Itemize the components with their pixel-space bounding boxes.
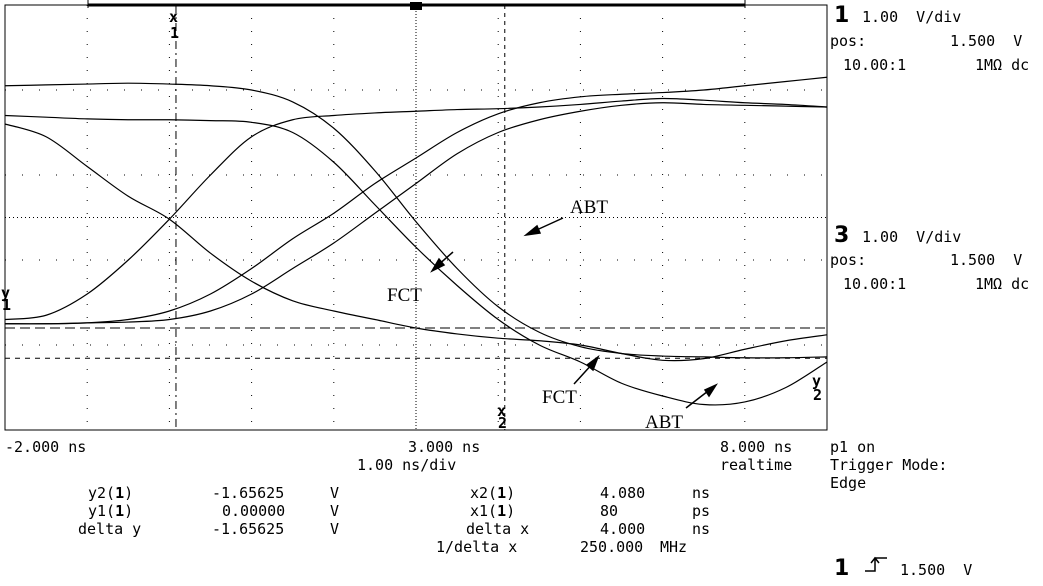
p1-status: p1 on — [830, 438, 875, 456]
timebase-label: 1.00 ns/div — [357, 456, 456, 474]
y1-meas-value: 0.00000 — [222, 502, 285, 520]
ch3-probe: 10.00:1 — [843, 275, 906, 293]
x-tick-left: -2.000 ns — [5, 438, 86, 456]
ch1-probe: 10.00:1 — [843, 56, 906, 74]
delta-y-unit: V — [330, 520, 339, 538]
waveform-trace-4 — [4, 97, 828, 321]
inv-delta-x-value: 250.000 — [580, 538, 643, 556]
x1-meas-value: 80 — [600, 502, 618, 520]
y2-meas-label: y2(1) — [88, 484, 133, 502]
x-tick-right: 8.000 ns — [720, 438, 792, 456]
annotation-arrows — [430, 217, 718, 409]
y2-cursor-label: y — [812, 372, 821, 390]
x2-meas-label: x2(1) — [470, 484, 515, 502]
ch1-impedance: 1MΩ dc — [975, 56, 1029, 74]
annotation-fct-2: FCT — [542, 387, 577, 408]
y1-meas-unit: V — [330, 502, 339, 520]
ch1-pos-label: pos: — [830, 32, 866, 50]
annotation-abt-2: ABT — [645, 412, 683, 433]
waveform-trace-5 — [4, 76, 828, 325]
annotation-fct-1: FCT — [387, 285, 422, 306]
ch1-scale: 1.00 V/div — [862, 8, 961, 26]
y2-meas-value: -1.65625 — [212, 484, 284, 502]
inv-delta-x-label: 1/delta x — [436, 538, 517, 556]
x2-cursor-num: 2 — [498, 414, 507, 432]
x1-meas-label: x1(1) — [470, 502, 515, 520]
inv-delta-x-unit: MHz — [660, 538, 687, 556]
y2-meas-unit: V — [330, 484, 339, 502]
ch1-pos-value: 1.500 V — [950, 32, 1022, 50]
ch1-number[interactable]: 1 — [834, 3, 849, 28]
x1-cursor-label: x — [169, 8, 178, 26]
y1-cursor-label: y — [1, 284, 10, 302]
x1-meas-unit: ps — [692, 502, 710, 520]
acquisition-mode: realtime — [720, 456, 792, 474]
waveform-traces — [4, 76, 828, 406]
delta-x-unit: ns — [692, 520, 710, 538]
ch3-scale: 1.00 V/div — [862, 228, 961, 246]
y1-cursor-num: 1 — [2, 296, 11, 314]
ch3-pos-label: pos: — [830, 251, 866, 269]
rising-edge-icon — [865, 556, 887, 572]
graticule — [5, 5, 827, 430]
x-tick-center: 3.000 ns — [408, 438, 480, 456]
measurement-cursors[interactable] — [5, 5, 827, 430]
delta-x-value: 4.000 — [600, 520, 645, 538]
ch3-pos-value: 1.500 V — [950, 251, 1022, 269]
delta-x-label: delta x — [466, 520, 529, 538]
ch3-number[interactable]: 3 — [834, 223, 849, 248]
trigger-mode-label: Trigger Mode: — [830, 456, 947, 474]
waveform-trace-6 — [4, 102, 828, 325]
delta-y-label: delta y — [78, 520, 141, 538]
x2-meas-unit: ns — [692, 484, 710, 502]
annotation-abt-1: ABT — [570, 197, 608, 218]
x1-cursor-num: 1 — [170, 24, 179, 42]
delta-y-value: -1.65625 — [212, 520, 284, 538]
y2-cursor-num: 2 — [813, 386, 822, 404]
trigger-channel[interactable]: 1 — [834, 556, 849, 581]
trigger-mode-value: Edge — [830, 474, 866, 492]
x2-cursor-label: x — [497, 402, 506, 420]
x2-meas-value: 4.080 — [600, 484, 645, 502]
y1-meas-label: y1(1) — [88, 502, 133, 520]
ch3-impedance: 1MΩ dc — [975, 275, 1029, 293]
trigger-level: 1.500 V — [900, 561, 972, 579]
waveform-trace-1 — [4, 82, 828, 359]
